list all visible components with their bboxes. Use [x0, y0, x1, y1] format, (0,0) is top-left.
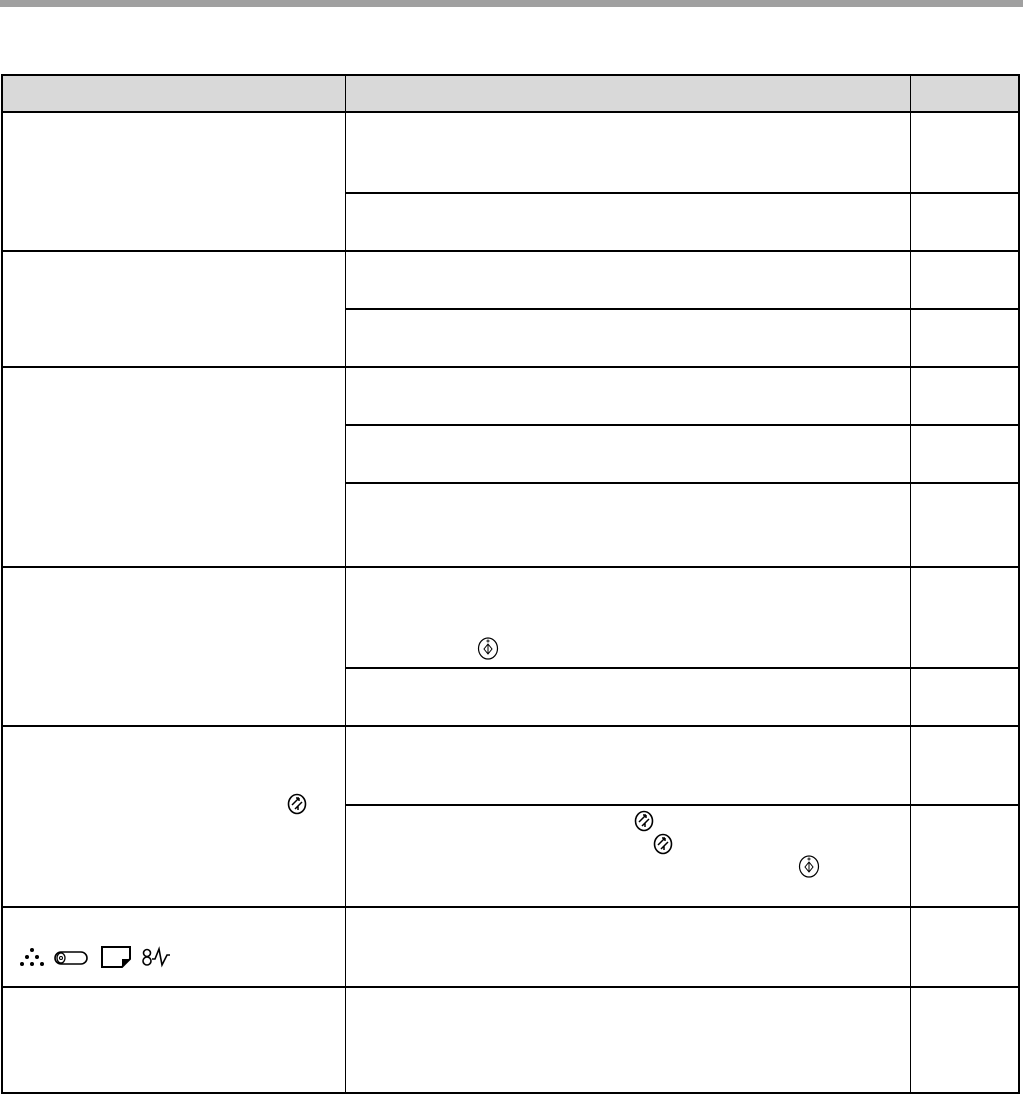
subrow-divider	[346, 424, 1020, 426]
toner-icon	[20, 948, 44, 966]
row-divider	[3, 725, 1020, 727]
row-divider	[3, 986, 1020, 988]
power-save-key-icon	[287, 793, 307, 815]
subrow-divider	[346, 482, 1020, 484]
subrow-divider	[346, 308, 1020, 310]
page-top-rule	[0, 0, 1023, 7]
start-key-icon	[477, 637, 499, 660]
subrow-divider	[346, 192, 1020, 194]
row-divider	[3, 250, 1020, 252]
paper-icon	[101, 946, 131, 968]
start-key-icon	[798, 855, 820, 878]
power-save-key-icon	[653, 833, 673, 855]
troubleshooting-table	[1, 74, 1020, 1094]
table-header-row	[3, 76, 1018, 113]
column-divider	[910, 76, 911, 1094]
row-divider	[3, 566, 1020, 568]
row-divider	[3, 906, 1020, 908]
drum-icon	[54, 951, 88, 965]
power-save-key-icon	[634, 810, 654, 832]
subrow-divider	[346, 667, 1020, 669]
column-divider	[345, 76, 346, 1094]
row-divider	[3, 366, 1020, 368]
misfeed-icon	[142, 946, 170, 968]
subrow-divider	[346, 804, 1020, 806]
